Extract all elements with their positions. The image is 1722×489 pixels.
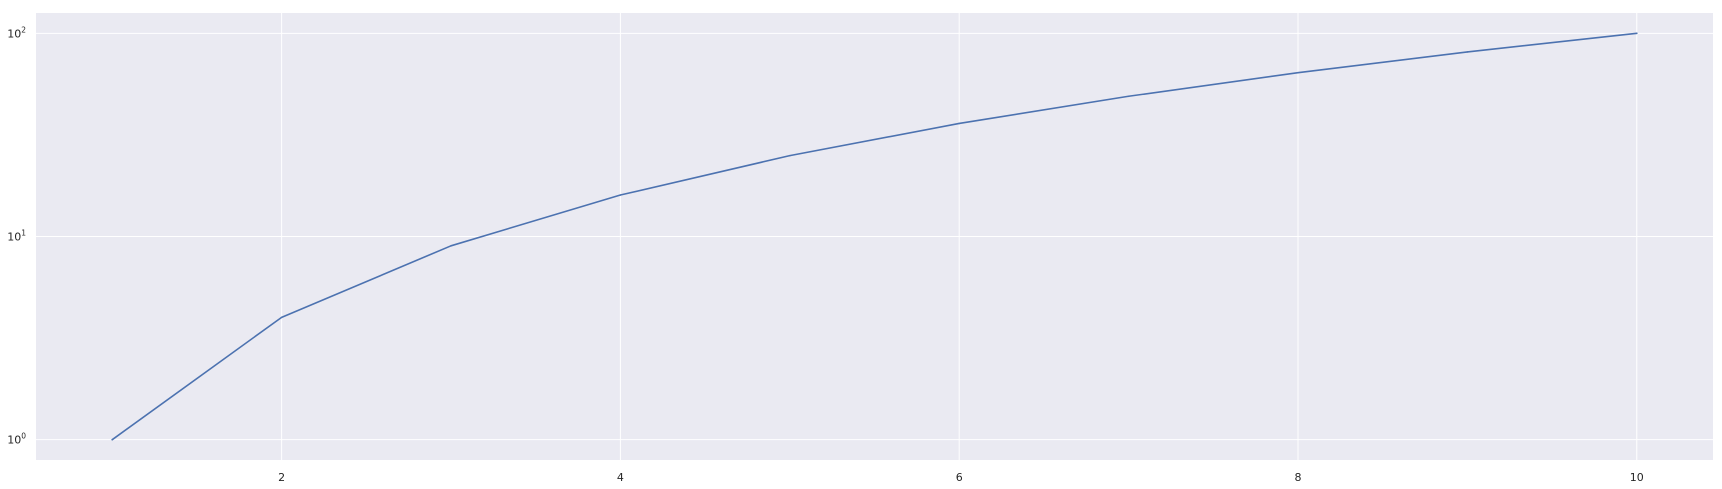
x-tick-label: 4	[617, 471, 624, 484]
data-point	[111, 438, 114, 441]
x-tick-labels: 2 4 6 8 10	[278, 471, 1644, 484]
grid	[36, 13, 1713, 460]
y-tick-label: 100	[7, 432, 26, 447]
y-tick-label: 102	[7, 25, 26, 40]
x-tick-label: 6	[956, 471, 963, 484]
data-point	[1466, 51, 1469, 53]
y-tick-labels: 100 101 102	[7, 25, 26, 446]
x-tick-label: 8	[1294, 471, 1301, 484]
series	[111, 32, 1638, 441]
data-point	[1635, 32, 1638, 35]
x-tick-label: 10	[1630, 471, 1644, 484]
data-point	[1297, 71, 1299, 74]
data-point	[619, 194, 622, 196]
data-point	[789, 154, 791, 157]
x-tick-label: 2	[278, 471, 285, 484]
y-tick-label: 101	[7, 229, 26, 244]
data-point	[280, 316, 283, 319]
data-point	[1127, 95, 1130, 98]
data-point	[450, 244, 452, 247]
series-line	[111, 32, 1638, 441]
data-point	[958, 122, 960, 125]
